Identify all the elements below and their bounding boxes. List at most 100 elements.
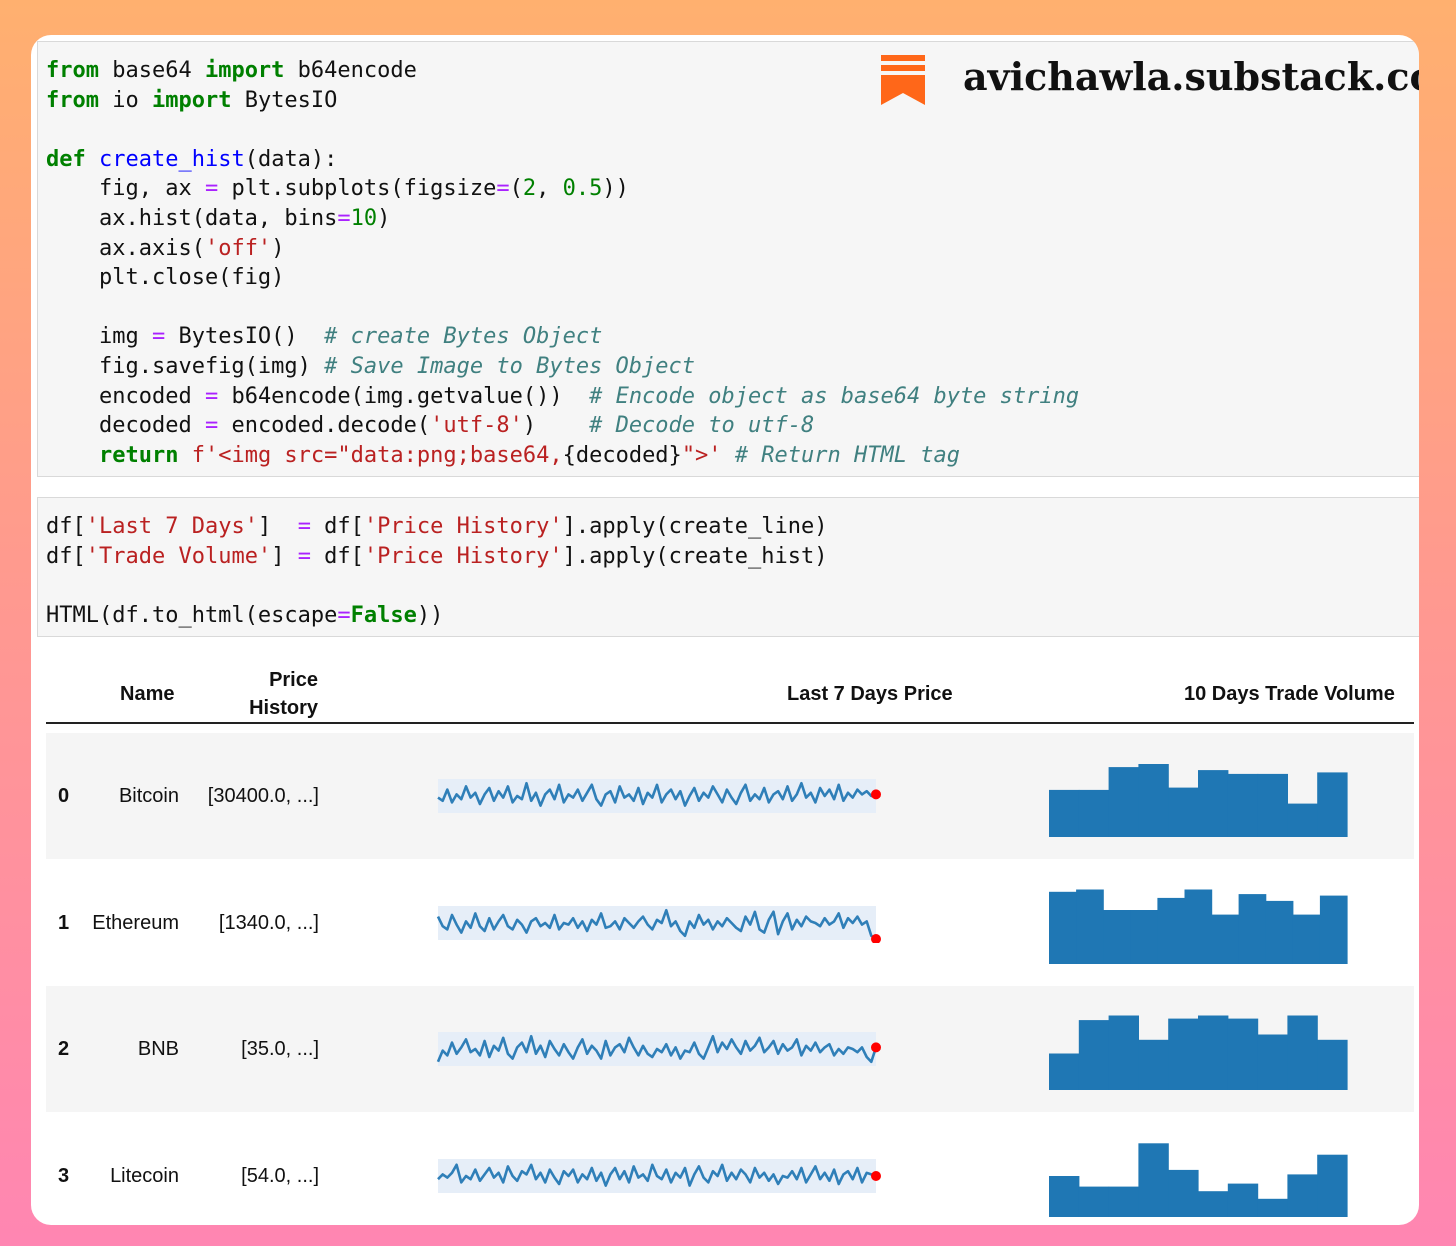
histogram-bar	[1227, 773, 1259, 837]
table-row: 0 Bitcoin [30400.0, ...]	[46, 733, 1414, 859]
histogram-bar	[1227, 1183, 1259, 1217]
notebook-card: from base64 import b64encode from io impo…	[31, 35, 1419, 1225]
histogram-bar	[1157, 897, 1186, 964]
code-line: ax.axis('off')	[46, 234, 1419, 264]
code-line: ax.hist(data, bins=10)	[46, 204, 1419, 234]
code-token: ))	[416, 602, 444, 628]
dataframe-output: Name Price History Last 7 Days Price 10 …	[46, 647, 1414, 1225]
code-token: =	[496, 176, 510, 202]
code-token: def	[46, 146, 86, 172]
code-token: HTML(df.to_html(escape	[46, 602, 338, 628]
sparkline-chart	[436, 1032, 881, 1066]
table-row: 3 Litecoin [54.0, ...]	[46, 1113, 1414, 1226]
code-token: )	[377, 205, 391, 231]
code-token: )	[271, 235, 285, 261]
histogram-bar	[1238, 893, 1267, 964]
histogram-bar	[1168, 787, 1199, 837]
code-token: ax.hist(data, bins	[46, 205, 338, 231]
header-volume: 10 Days Trade Volume	[1184, 683, 1395, 705]
code-token: ]	[271, 543, 298, 569]
code-token: ">'	[681, 442, 722, 468]
histogram-bar	[1103, 909, 1131, 964]
code-line: return f'<img src="data:png;base64,{deco…	[46, 441, 1419, 471]
histogram-bar	[1078, 789, 1110, 837]
histogram-bar	[1108, 1186, 1139, 1217]
histogram-bar	[1257, 773, 1288, 837]
code-token: import	[204, 58, 285, 83]
code-token: ,	[536, 176, 563, 202]
row-index: 3	[58, 1164, 70, 1187]
brand-text[interactable]: avichawla.substack.com	[963, 54, 1419, 99]
table-row: 2 BNB [35.0, ...]	[46, 986, 1414, 1112]
code-token: f'<img src="data:png;base64,	[191, 442, 563, 468]
histogram-bar	[1049, 1175, 1080, 1217]
code-token: fig.savefig(img)	[46, 353, 325, 379]
code-token: 10	[350, 205, 378, 231]
sparkline-path	[437, 1163, 877, 1187]
code-line	[46, 571, 1419, 601]
code-token: fig, ax	[46, 176, 205, 202]
code-token: df[	[46, 543, 86, 569]
row-price-history: [30400.0, ...]	[207, 785, 319, 807]
code-token: encoded.decode(	[218, 413, 431, 439]
table-header: Name Price History Last 7 Days Price 10 …	[46, 647, 1414, 724]
code-token: from	[46, 58, 99, 83]
code-token: decoded	[46, 413, 205, 439]
histogram-bar	[1168, 1018, 1199, 1090]
code-cell-apply[interactable]: df['Last 7 Days'] = df['Price History'].…	[37, 497, 1419, 637]
code-line: from base64 import b64encode	[46, 56, 1419, 86]
histogram-bar	[1317, 1154, 1348, 1217]
sparkline-endpoint	[871, 789, 881, 800]
histogram-chart	[1049, 1015, 1348, 1090]
histogram-bar	[1319, 895, 1348, 964]
code-token: )	[522, 413, 590, 439]
sparkline-chart	[437, 779, 881, 813]
histogram-bar	[1287, 1015, 1318, 1090]
code-token: df[	[310, 514, 364, 539]
code-token: =	[297, 514, 311, 539]
code-token: (data):	[244, 146, 338, 172]
code-block: from base64 import b64encode from io impo…	[38, 42, 1419, 470]
code-line: from io import BytesIO	[46, 86, 1419, 116]
row-index: 1	[58, 911, 70, 934]
code-cell-hist[interactable]: from base64 import b64encode from io impo…	[37, 41, 1419, 477]
histogram-bar	[1130, 909, 1158, 964]
code-line: img = BytesIO() # create Bytes Object	[46, 322, 1419, 352]
code-token: df[	[310, 543, 364, 569]
row-name: Litecoin	[110, 1164, 179, 1187]
sparkline-path	[436, 1034, 878, 1064]
sparkline-chart	[437, 1158, 881, 1193]
code-line: HTML(df.to_html(escape=False))	[46, 601, 1419, 631]
sparkline-area	[438, 905, 876, 940]
row-name: Bitcoin	[118, 785, 179, 807]
code-token: # Decode to utf-8	[589, 413, 815, 439]
code-token: ax.axis(	[46, 235, 205, 261]
histogram-bar	[1076, 889, 1104, 964]
code-token: False	[350, 602, 417, 628]
code-token: plt.close(fig)	[46, 265, 285, 291]
code-token: base64	[98, 58, 205, 83]
code-token: b64encode(img.getvalue())	[218, 383, 590, 409]
code-token: plt.subplots(figsize	[218, 176, 497, 202]
substack-bookmark-icon	[881, 55, 925, 105]
code-line: fig.savefig(img) # Save Image to Bytes O…	[46, 352, 1419, 382]
code-token: =	[337, 602, 351, 628]
histogram-bar	[1227, 1018, 1259, 1090]
code-token: df[	[46, 514, 86, 539]
code-line	[46, 293, 1419, 323]
code-token: ]	[257, 514, 298, 539]
code-token: ].apply(create_line)	[562, 514, 828, 539]
code-token: 'Last 7 Days'	[85, 514, 258, 539]
code-token: {decoded}	[562, 442, 682, 468]
code-token: =	[204, 413, 219, 439]
code-token: return	[98, 442, 179, 468]
code-token: 2	[522, 176, 537, 202]
row-price-history: [54.0, ...]	[241, 1164, 319, 1187]
sparkline-endpoint	[871, 933, 881, 943]
sparkline-endpoint	[871, 1042, 881, 1053]
histogram-chart	[1049, 889, 1348, 964]
histogram-bar	[1108, 1015, 1139, 1090]
code-token: # Save Image to Bytes Object	[324, 353, 696, 379]
code-line: df['Last 7 Days'] = df['Price History'].…	[46, 512, 1419, 542]
code-token	[178, 443, 191, 468]
